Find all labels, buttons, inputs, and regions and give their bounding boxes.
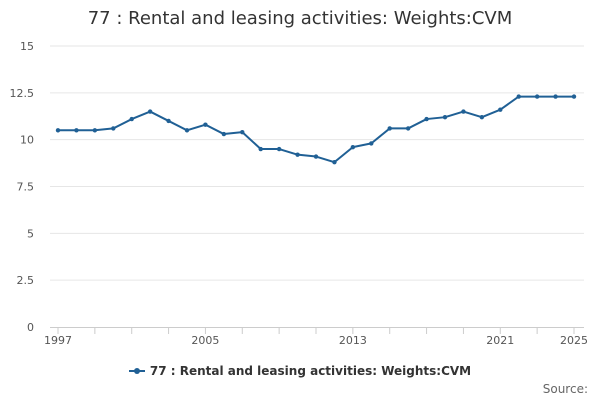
data-point — [166, 118, 171, 124]
data-point — [295, 152, 300, 157]
data-point — [442, 114, 448, 120]
data-point — [479, 114, 485, 120]
y-axis: 0 2.5 5 7.5 10 12.5 15 — [10, 40, 35, 334]
y-tick-label: 5 — [27, 227, 34, 240]
data-point — [332, 159, 337, 165]
legend-swatch — [128, 367, 145, 374]
data-point — [111, 126, 116, 131]
x-tick-label: 1997 — [44, 334, 72, 347]
x-tick-label: 2005 — [191, 334, 219, 347]
data-point — [405, 126, 411, 131]
data-point — [313, 154, 319, 159]
data-point — [571, 94, 577, 99]
y-tick-label: 0 — [27, 321, 34, 334]
data-point — [258, 146, 263, 152]
data-point — [74, 128, 79, 133]
y-tick-label: 7.5 — [17, 181, 35, 194]
y-tick-label: 15 — [20, 40, 34, 53]
source-label: Source: — [542, 382, 588, 396]
series-layer — [55, 94, 577, 165]
data-point — [534, 94, 540, 99]
data-point — [203, 122, 208, 127]
data-point — [516, 94, 521, 99]
data-point — [387, 126, 392, 131]
data-point — [461, 109, 466, 114]
y-tick-label: 12.5 — [10, 87, 35, 100]
data-point — [184, 128, 190, 133]
legend-label: 77 : Rental and leasing activities: Weig… — [149, 364, 472, 378]
y-tick-label: 10 — [20, 134, 34, 147]
data-point — [350, 144, 356, 150]
gridlines — [50, 45, 584, 281]
data-point — [221, 131, 227, 137]
series-line — [58, 95, 574, 164]
data-point — [129, 116, 134, 122]
x-tick-label: 2025 — [560, 334, 588, 347]
legend[interactable]: 77 : Rental and leasing activities: Weig… — [0, 364, 600, 378]
data-point — [147, 109, 153, 114]
data-point — [240, 129, 245, 135]
data-point — [553, 94, 558, 99]
chart-title: 77 : Rental and leasing activities: Weig… — [87, 8, 513, 29]
y-tick-label: 2.5 — [17, 274, 35, 287]
x-axis: 1997 2005 2013 2021 2025 — [44, 327, 588, 347]
data-point — [92, 128, 98, 133]
x-tick-label: 2013 — [339, 334, 367, 347]
data-point — [424, 116, 429, 122]
data-point — [55, 128, 61, 133]
data-point — [276, 146, 282, 152]
x-tick-label: 2021 — [486, 334, 514, 347]
data-point — [498, 107, 503, 112]
data-point — [369, 141, 374, 146]
